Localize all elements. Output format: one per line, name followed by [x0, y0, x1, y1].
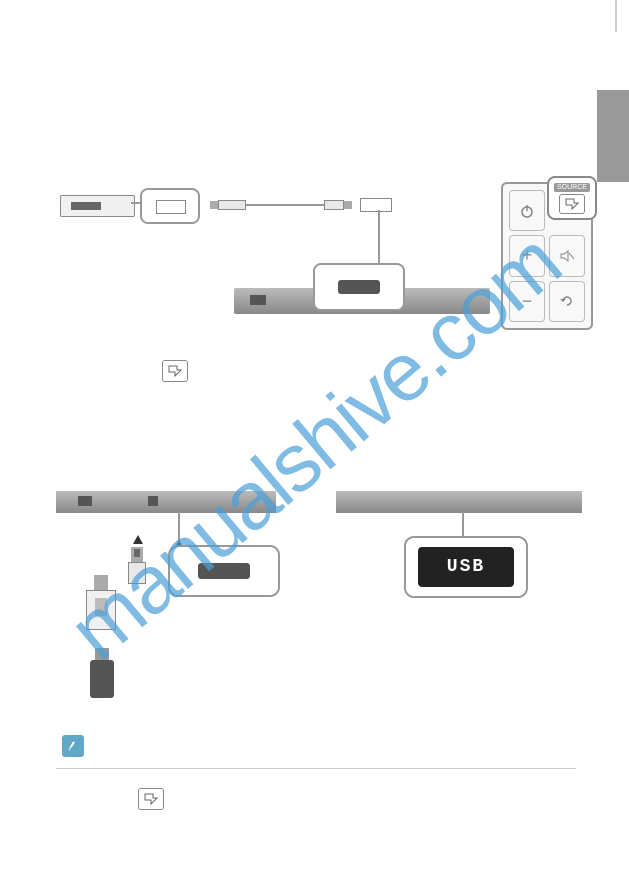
soundbar-left-usb-port: [148, 496, 158, 506]
usb-adapter-chip: [95, 598, 107, 616]
source-icon-box: [559, 194, 585, 214]
usb-adapter-tip: [94, 575, 108, 591]
external-device: [60, 195, 135, 217]
divider-line: [56, 768, 576, 769]
usb-port-inner: [198, 563, 250, 579]
usb-plug-tip-inner: [134, 549, 140, 557]
mute-button: [549, 235, 585, 276]
device-slot: [71, 202, 101, 210]
arrow-up-plug-icon: [133, 535, 143, 544]
cable-plug-right: [324, 200, 344, 210]
display-connector-line: [462, 512, 464, 538]
device-port-callout: [140, 188, 200, 224]
connector-line: [378, 210, 380, 265]
usb-plug-body: [128, 562, 146, 584]
side-tab: [597, 90, 629, 182]
source-arrow-icon: [168, 365, 182, 377]
source-button-highlight: SOURCE: [547, 176, 597, 220]
soundbar-slot: [250, 295, 266, 305]
page-root: manualshive.com SOURCE +: [0, 0, 629, 893]
cable-plug-tip: [210, 201, 218, 209]
inline-source-icon: [162, 360, 188, 382]
volume-up-button: +: [509, 235, 545, 276]
cable-wire: [246, 204, 324, 206]
cable-plug-tip-right: [344, 201, 352, 209]
return-button: [549, 281, 585, 322]
source-arrow-icon: [144, 793, 158, 805]
cable-plug-left: [218, 200, 246, 210]
soundbar-right: [336, 491, 582, 513]
page-edge-marker: [615, 0, 617, 32]
hdmi-port-right: [360, 198, 392, 212]
usb-drive: [90, 660, 114, 698]
source-label: SOURCE: [554, 183, 590, 192]
soundbar-hdmi-port: [338, 280, 380, 294]
remote-control: SOURCE + −: [501, 182, 593, 330]
hdmi-port-icon: [156, 200, 186, 214]
usb-display-text: USB: [418, 547, 514, 587]
volume-down-button: −: [509, 281, 545, 322]
inline-source-icon-2: [138, 788, 164, 810]
note-icon: [62, 735, 84, 757]
source-arrow-icon: [565, 198, 579, 210]
power-button: [509, 190, 545, 231]
soundbar-left-slot: [78, 496, 92, 506]
